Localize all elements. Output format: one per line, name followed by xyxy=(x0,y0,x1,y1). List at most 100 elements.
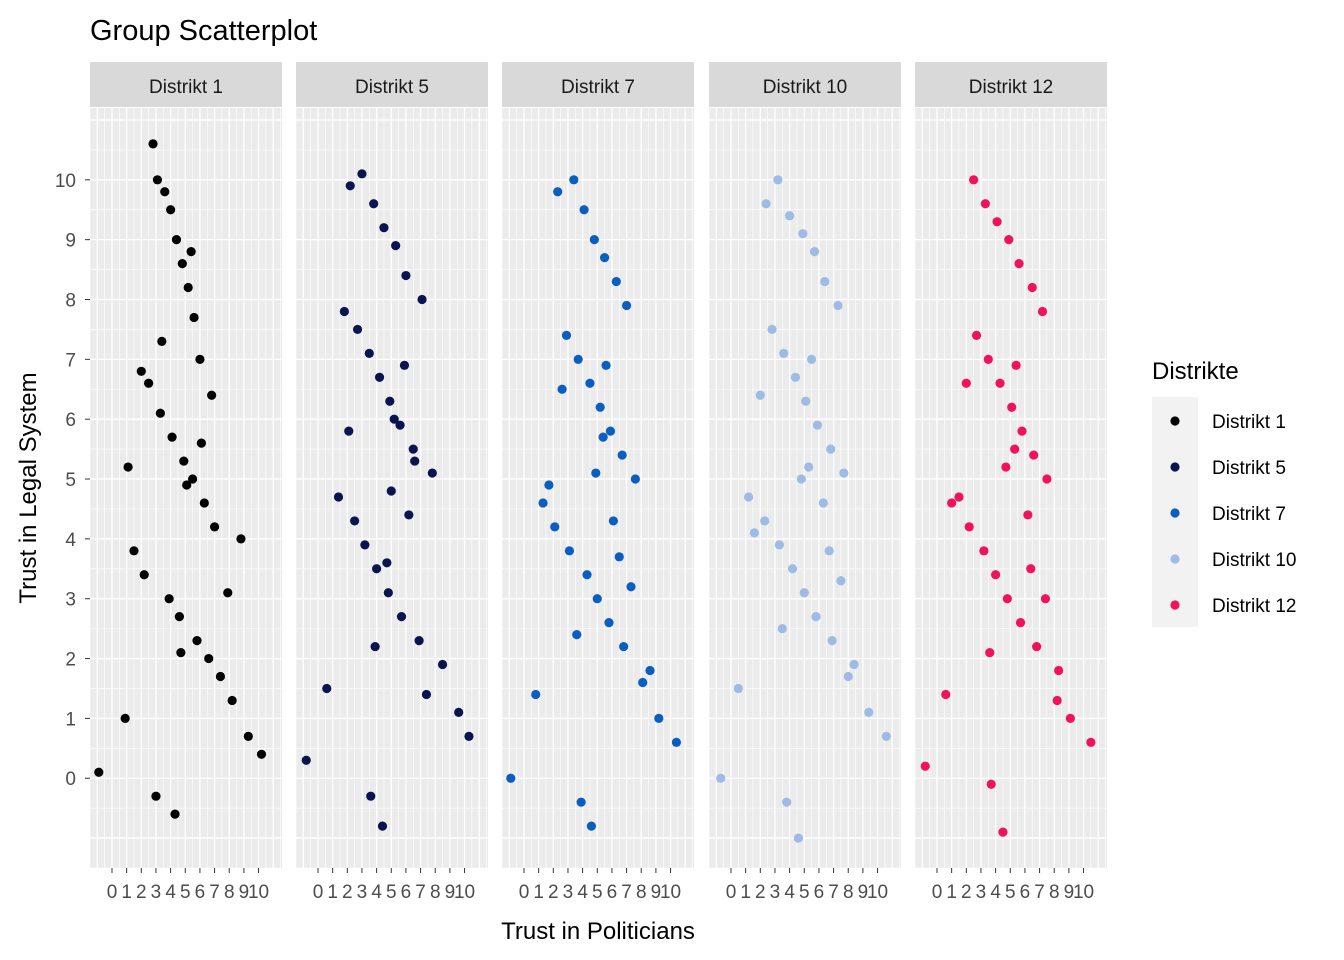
x-tick-label: 5 xyxy=(592,882,603,903)
data-point xyxy=(767,324,777,335)
data-point xyxy=(598,432,608,442)
legend-label: Distrikt 12 xyxy=(1212,596,1296,617)
legend-key xyxy=(1170,508,1180,518)
data-point xyxy=(366,791,376,801)
y-tick-label: 1 xyxy=(65,709,76,730)
y-tick-label: 6 xyxy=(65,410,76,431)
x-tick-label: 5 xyxy=(799,882,810,903)
data-point xyxy=(621,300,632,311)
data-point xyxy=(243,731,253,741)
data-point xyxy=(391,241,401,251)
x-tick-label: 2 xyxy=(961,882,972,903)
y-tick-label: 7 xyxy=(65,350,76,371)
x-tick-label: 4 xyxy=(165,882,176,903)
data-point xyxy=(1014,258,1024,269)
facet-panel: Distrikt 5 0 1 2 3 4 5 6 7 8 910 xyxy=(295,62,488,903)
data-point xyxy=(421,689,432,700)
x-tick-label: 7 xyxy=(415,882,426,903)
data-point xyxy=(437,659,448,670)
data-point xyxy=(799,588,809,598)
data-point xyxy=(322,683,332,694)
data-point xyxy=(1001,462,1011,472)
data-point xyxy=(1052,695,1062,706)
data-point xyxy=(969,175,979,185)
data-point xyxy=(215,671,226,682)
y-tick-label: 9 xyxy=(65,231,76,252)
y-tick-label: 8 xyxy=(65,290,76,311)
data-point xyxy=(839,468,849,478)
x-tick-label: 4 xyxy=(784,882,795,903)
series-points xyxy=(716,175,891,843)
data-point xyxy=(782,797,792,807)
data-point xyxy=(979,546,989,556)
x-tick-label: 5 xyxy=(386,882,397,903)
data-point xyxy=(773,175,783,185)
series-points xyxy=(94,139,267,819)
data-point xyxy=(941,689,951,700)
data-point xyxy=(301,755,311,765)
data-point xyxy=(793,833,804,843)
data-point xyxy=(595,402,605,412)
panel-background xyxy=(915,108,1107,868)
facet-strip xyxy=(296,62,488,107)
data-point xyxy=(204,653,214,664)
data-point xyxy=(155,408,165,418)
data-point xyxy=(1032,641,1042,652)
data-point xyxy=(377,821,388,831)
data-point xyxy=(157,336,167,346)
data-point xyxy=(182,480,192,490)
data-point xyxy=(196,438,206,448)
data-point xyxy=(414,635,424,646)
facet-panel: Distrikt 1 0 1 2 3 4 5 6 7 8 910 xyxy=(89,62,282,903)
data-point xyxy=(824,546,834,556)
data-point xyxy=(417,294,427,305)
data-point xyxy=(553,187,563,197)
data-point xyxy=(227,695,237,706)
x-tick-label: 2 xyxy=(548,882,559,903)
data-point xyxy=(408,444,418,454)
data-point xyxy=(176,647,186,658)
data-point xyxy=(385,396,395,406)
data-point xyxy=(1026,564,1036,574)
panel-grid xyxy=(914,108,1107,869)
data-point xyxy=(404,510,414,520)
x-tick-label: 1 xyxy=(533,882,544,903)
legend: Distrikte Distrikt 1 Distrikt 5 Distrikt 7… xyxy=(1152,358,1296,627)
data-point xyxy=(399,360,410,370)
data-point xyxy=(151,791,161,801)
panel-grid xyxy=(295,108,488,869)
facet-strip xyxy=(915,62,1107,107)
x-tick-label: 1 xyxy=(327,882,338,903)
data-point xyxy=(1037,306,1048,317)
x-tick-label: 9 xyxy=(445,882,456,903)
data-point xyxy=(843,671,853,682)
data-point xyxy=(586,821,597,831)
data-point xyxy=(992,217,1002,227)
data-point xyxy=(826,444,836,454)
data-point xyxy=(812,420,823,430)
x-tick-label: 9 xyxy=(651,882,662,903)
data-point xyxy=(372,564,382,574)
legend-title: Distrikte xyxy=(1152,358,1239,385)
y-tick-label: 4 xyxy=(65,530,76,551)
data-point xyxy=(582,570,592,580)
series-points xyxy=(301,169,474,831)
data-point xyxy=(199,498,209,508)
x-tick-label: 0 xyxy=(313,882,324,903)
data-point xyxy=(561,330,572,341)
data-point xyxy=(1011,360,1021,370)
x-tick-label: 2 xyxy=(755,882,766,903)
data-point xyxy=(579,205,589,215)
data-point xyxy=(167,432,177,442)
data-point xyxy=(836,576,846,586)
y-tick-label: 3 xyxy=(65,590,76,611)
legend-label: Distrikt 5 xyxy=(1212,458,1286,479)
data-point xyxy=(374,372,385,382)
y-tick-label: 10 xyxy=(55,171,76,192)
data-point xyxy=(209,522,220,532)
x-tick-label: 8 xyxy=(430,882,441,903)
data-point xyxy=(192,635,202,646)
data-point xyxy=(809,247,820,257)
facet-strip xyxy=(90,62,282,107)
data-point xyxy=(585,378,595,388)
